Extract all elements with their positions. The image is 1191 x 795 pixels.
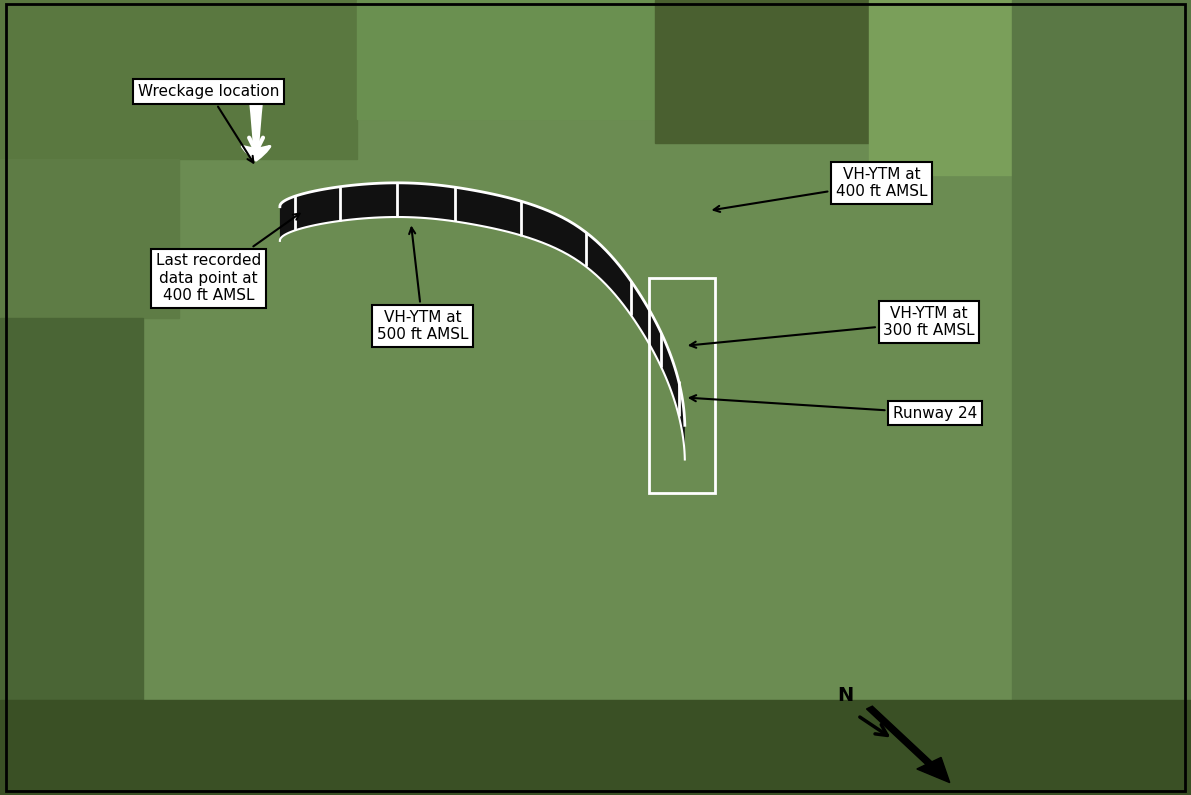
Bar xyxy=(0,159,179,318)
Bar xyxy=(1012,0,1191,795)
Bar xyxy=(655,0,869,143)
FancyArrow shape xyxy=(867,706,949,782)
Bar xyxy=(0,318,143,795)
Polygon shape xyxy=(280,183,685,460)
Text: VH-YTM at
500 ft AMSL: VH-YTM at 500 ft AMSL xyxy=(378,227,468,342)
Text: Runway 24: Runway 24 xyxy=(690,395,977,421)
Text: Wreckage location: Wreckage location xyxy=(138,84,279,163)
Bar xyxy=(357,0,655,119)
Text: VH-YTM at
400 ft AMSL: VH-YTM at 400 ft AMSL xyxy=(713,167,927,212)
Bar xyxy=(0,700,1191,795)
Text: N: N xyxy=(837,686,854,705)
Text: VH-YTM at
300 ft AMSL: VH-YTM at 300 ft AMSL xyxy=(690,306,974,347)
Bar xyxy=(0,0,357,159)
Bar xyxy=(869,0,1191,175)
Text: Last recorded
data point at
400 ft AMSL: Last recorded data point at 400 ft AMSL xyxy=(156,214,300,303)
